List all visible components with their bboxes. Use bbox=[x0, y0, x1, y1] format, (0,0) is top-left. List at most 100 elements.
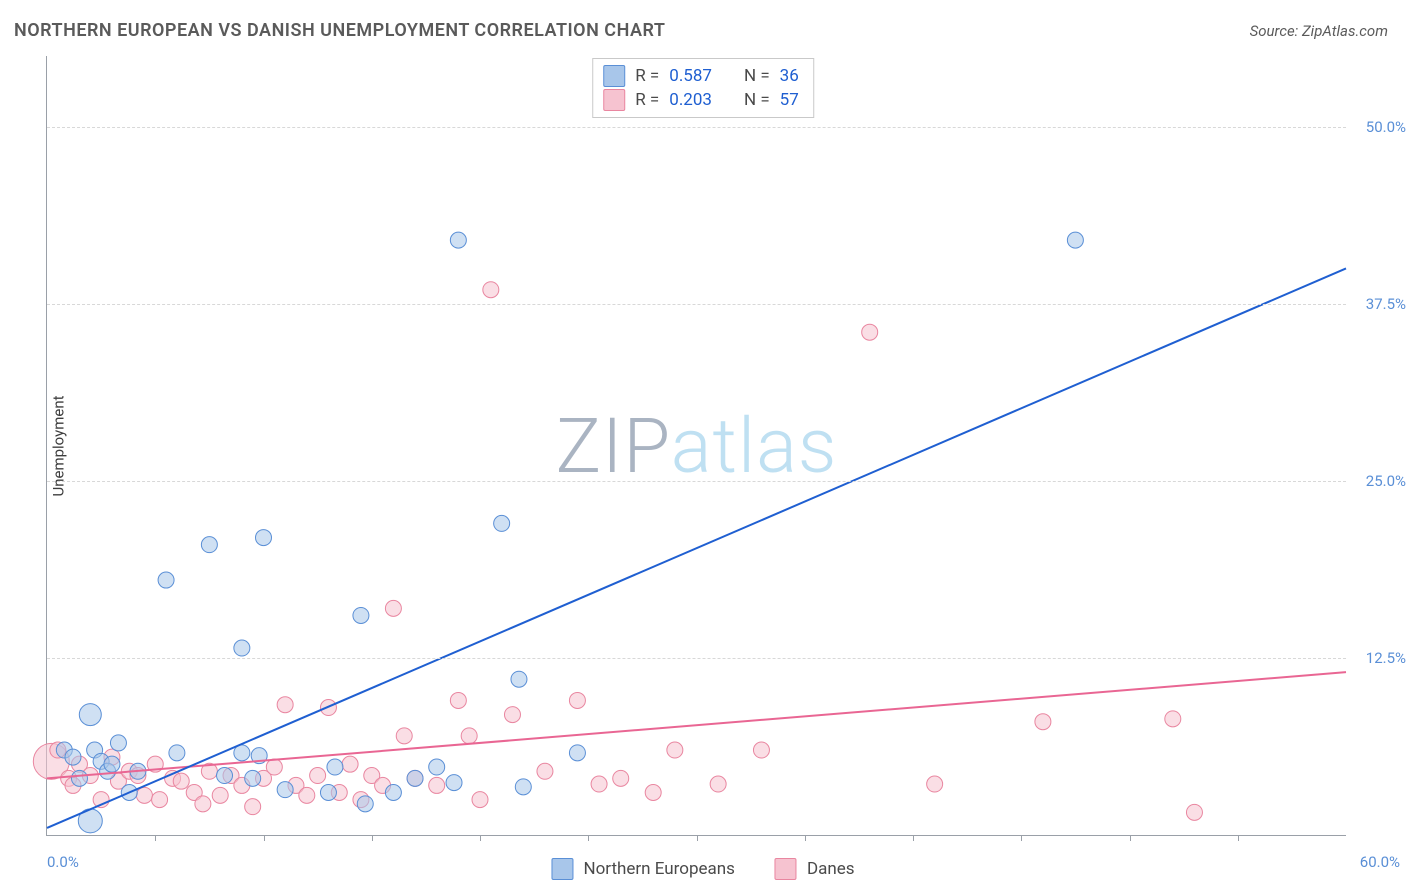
data-point bbox=[753, 742, 769, 758]
gridline bbox=[47, 658, 1346, 659]
data-point bbox=[234, 640, 250, 656]
data-point bbox=[152, 792, 168, 808]
data-point bbox=[667, 742, 683, 758]
n-value: 57 bbox=[780, 90, 799, 110]
data-point bbox=[195, 796, 211, 812]
x-origin-label: 0.0% bbox=[47, 853, 79, 871]
data-point bbox=[450, 692, 466, 708]
y-tick-label: 37.5% bbox=[1366, 295, 1406, 313]
data-point bbox=[569, 745, 585, 761]
n-label: N = bbox=[744, 66, 770, 86]
data-point bbox=[504, 707, 520, 723]
chart-title: NORTHERN EUROPEAN VS DANISH UNEMPLOYMENT… bbox=[14, 20, 665, 41]
data-point bbox=[537, 763, 553, 779]
data-point bbox=[483, 282, 499, 298]
data-point bbox=[256, 530, 272, 546]
r-value: 0.203 bbox=[669, 90, 712, 110]
x-tick bbox=[1021, 835, 1022, 841]
swatch-blue-icon bbox=[551, 858, 573, 880]
data-point bbox=[357, 796, 373, 812]
data-point bbox=[1035, 714, 1051, 730]
legend-row-blue: R = 0.587 N = 36 bbox=[603, 65, 799, 87]
data-point bbox=[327, 759, 343, 775]
r-label: R = bbox=[635, 90, 659, 110]
y-tick-label: 50.0% bbox=[1366, 118, 1406, 136]
trend-line bbox=[47, 268, 1346, 827]
data-point bbox=[353, 607, 369, 623]
data-point bbox=[613, 770, 629, 786]
trend-line bbox=[47, 672, 1346, 778]
legend-label: Northern Europeans bbox=[583, 859, 734, 879]
data-point bbox=[461, 728, 477, 744]
x-tick bbox=[480, 835, 481, 841]
y-tick-label: 12.5% bbox=[1366, 649, 1406, 667]
x-tick bbox=[913, 835, 914, 841]
legend-item-blue: Northern Europeans bbox=[551, 858, 734, 880]
swatch-pink bbox=[603, 89, 625, 111]
data-point bbox=[407, 770, 423, 786]
data-point bbox=[71, 770, 87, 786]
data-point bbox=[342, 756, 358, 772]
x-tick bbox=[1130, 835, 1131, 841]
x-tick bbox=[588, 835, 589, 841]
legend-correlation: R = 0.587 N = 36 R = 0.203 N = 57 bbox=[592, 58, 814, 118]
gridline bbox=[47, 481, 1346, 482]
data-point bbox=[591, 776, 607, 792]
data-point bbox=[173, 773, 189, 789]
data-point bbox=[645, 785, 661, 801]
swatch-pink-icon bbox=[775, 858, 797, 880]
data-point bbox=[201, 537, 217, 553]
data-point bbox=[710, 776, 726, 792]
data-point bbox=[310, 768, 326, 784]
x-tick bbox=[372, 835, 373, 841]
data-point bbox=[65, 749, 81, 765]
gridline bbox=[47, 304, 1346, 305]
legend-row-pink: R = 0.203 N = 57 bbox=[603, 89, 799, 111]
r-value: 0.587 bbox=[669, 66, 712, 86]
data-point bbox=[1186, 804, 1202, 820]
data-point bbox=[79, 704, 101, 726]
data-point bbox=[1165, 711, 1181, 727]
data-point bbox=[385, 785, 401, 801]
data-point bbox=[429, 777, 445, 793]
data-point bbox=[110, 735, 126, 751]
data-point bbox=[266, 759, 282, 775]
x-tick bbox=[697, 835, 698, 841]
data-point bbox=[515, 779, 531, 795]
gridline bbox=[47, 127, 1346, 128]
data-point bbox=[158, 572, 174, 588]
data-point bbox=[277, 782, 293, 798]
data-point bbox=[511, 671, 527, 687]
n-label: N = bbox=[744, 90, 770, 110]
x-tick bbox=[1238, 835, 1239, 841]
chart-svg bbox=[47, 56, 1346, 835]
data-point bbox=[472, 792, 488, 808]
data-point bbox=[245, 770, 261, 786]
data-point bbox=[446, 775, 462, 791]
swatch-blue bbox=[603, 65, 625, 87]
data-point bbox=[927, 776, 943, 792]
data-point bbox=[277, 697, 293, 713]
legend-item-pink: Danes bbox=[775, 858, 855, 880]
x-max-label: 60.0% bbox=[1360, 853, 1400, 871]
x-tick bbox=[155, 835, 156, 841]
data-point bbox=[1067, 232, 1083, 248]
n-value: 36 bbox=[780, 66, 799, 86]
legend-series: Northern Europeans Danes bbox=[551, 858, 854, 880]
data-point bbox=[450, 232, 466, 248]
data-point bbox=[385, 600, 401, 616]
data-point bbox=[104, 756, 120, 772]
data-point bbox=[569, 692, 585, 708]
legend-label: Danes bbox=[807, 859, 855, 879]
data-point bbox=[396, 728, 412, 744]
y-tick-label: 25.0% bbox=[1366, 472, 1406, 490]
data-point bbox=[245, 799, 261, 815]
plot-area: ZIPatlas 12.5%25.0%37.5%50.0%0.0%60.0% bbox=[46, 56, 1346, 836]
data-point bbox=[429, 759, 445, 775]
chart-container: NORTHERN EUROPEAN VS DANISH UNEMPLOYMENT… bbox=[0, 0, 1406, 892]
data-point bbox=[169, 745, 185, 761]
data-point bbox=[217, 768, 233, 784]
data-point bbox=[136, 787, 152, 803]
data-point bbox=[299, 787, 315, 803]
x-tick bbox=[805, 835, 806, 841]
